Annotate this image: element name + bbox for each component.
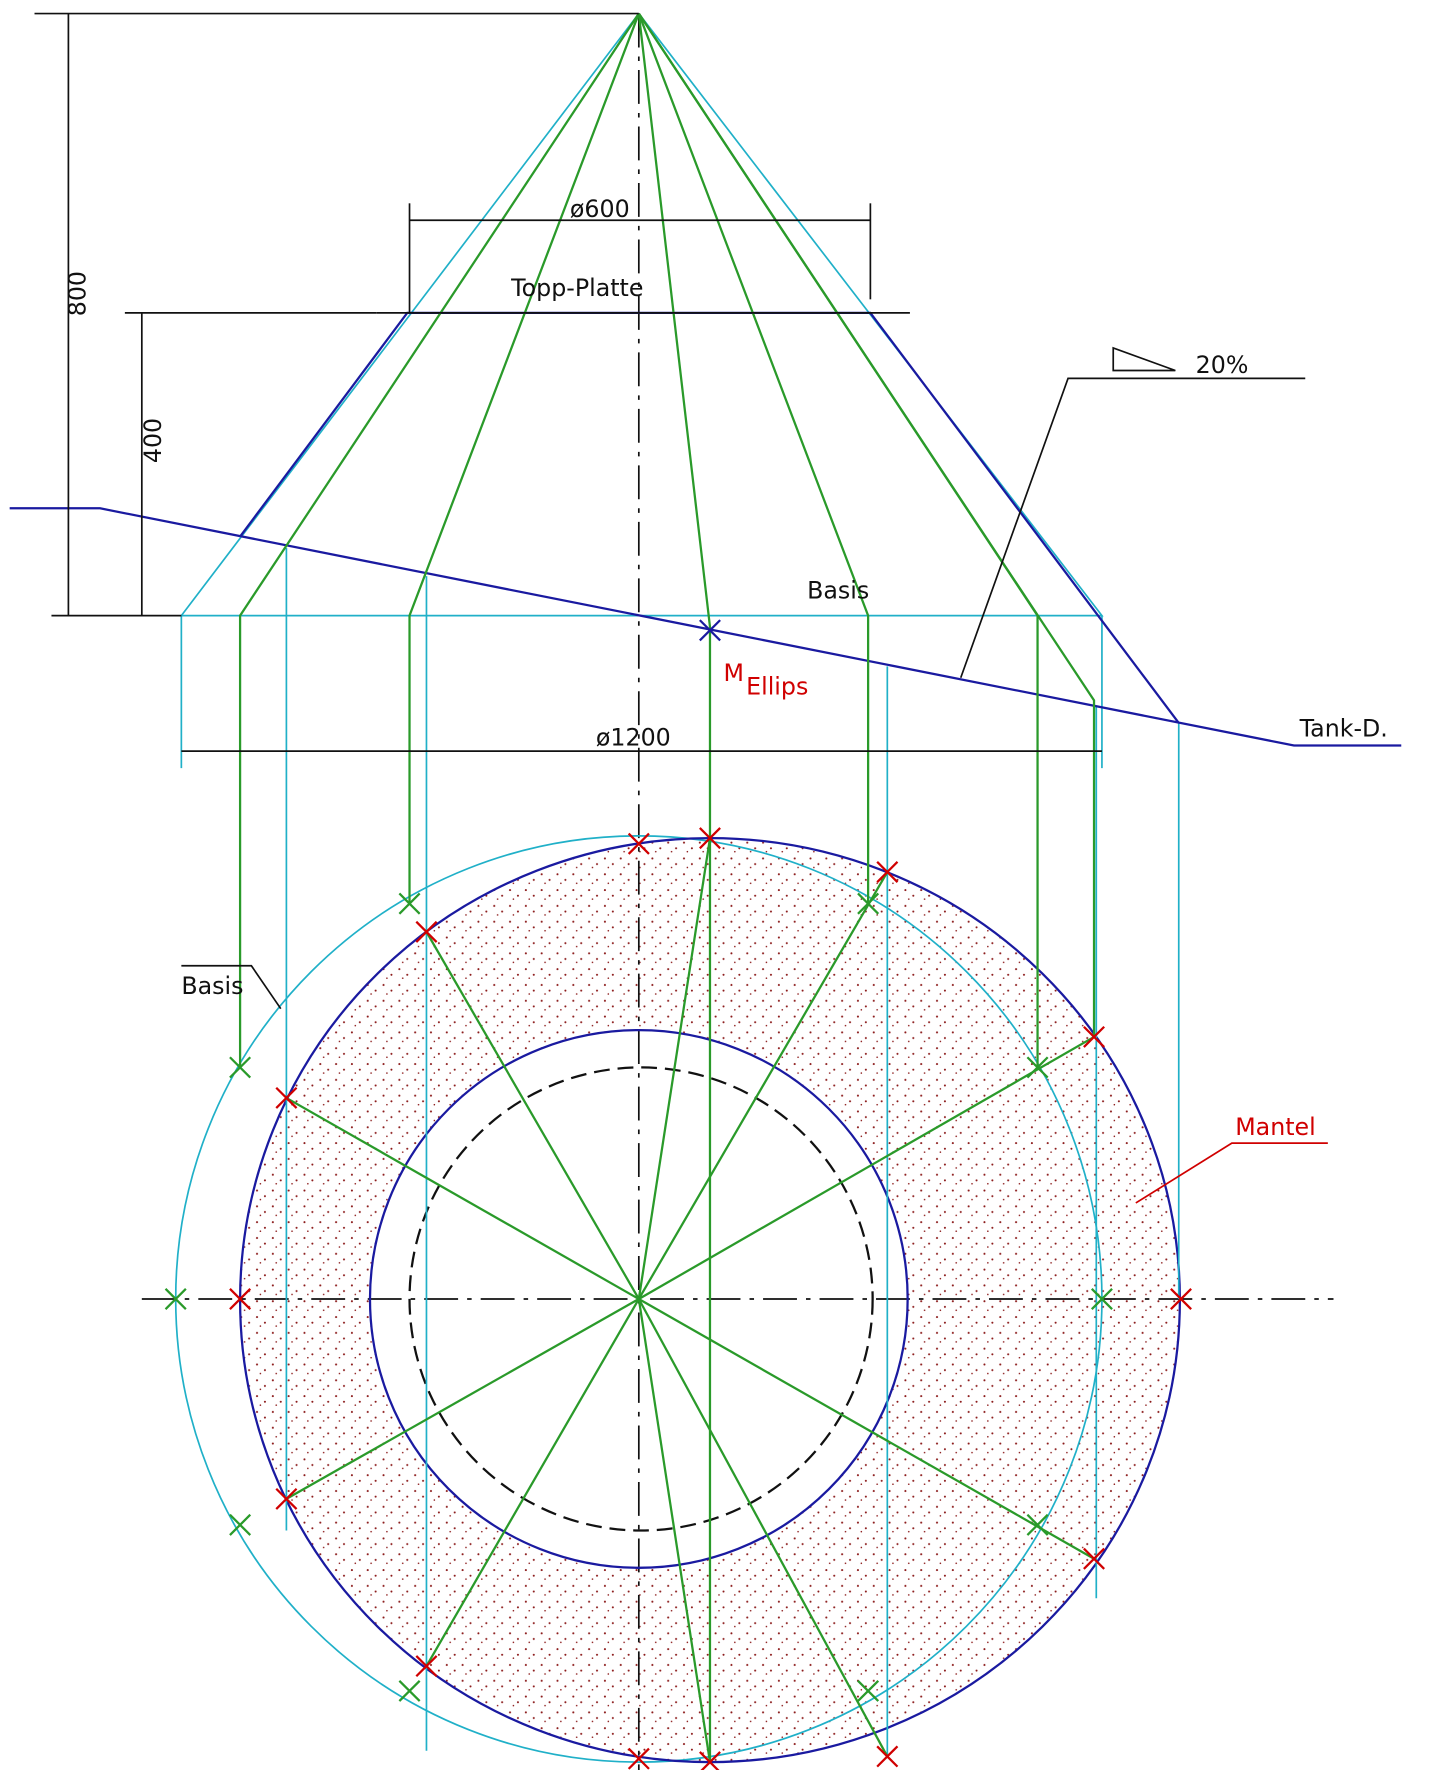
label-tank: Tank-D. <box>1299 714 1388 742</box>
dim-800: 800 <box>63 271 91 316</box>
green-cross <box>229 1056 252 1079</box>
green-cross <box>1090 1288 1113 1310</box>
label-ellips: Ellips <box>746 673 808 701</box>
red-cross <box>1083 1547 1105 1570</box>
green-cross <box>398 1679 421 1702</box>
label-top-plate: Topp-Platte <box>510 274 643 302</box>
red-cross <box>876 1745 899 1768</box>
center-cross <box>699 619 721 642</box>
label-basis-plan: Basis <box>181 972 243 1000</box>
radial-line <box>637 837 712 1300</box>
dim-top: ø600 <box>570 195 630 223</box>
red-cross <box>876 861 899 883</box>
dim-base: ø1200 <box>596 724 671 752</box>
green-cross <box>857 892 880 915</box>
radial-line <box>637 871 889 1300</box>
red-cross <box>275 1086 298 1109</box>
radial-line <box>285 1096 640 1300</box>
red-cross <box>1170 1288 1192 1310</box>
label-mantel: Mantel <box>1235 1113 1316 1141</box>
radial-line <box>285 1297 640 1500</box>
red-cross <box>699 1751 721 1770</box>
dim-400: 400 <box>139 418 167 463</box>
red-cross <box>699 827 721 850</box>
red-cross <box>275 1487 298 1510</box>
radial-line <box>637 1298 889 1757</box>
green-cross <box>398 892 421 915</box>
radial-line <box>637 1298 712 1763</box>
mantle-fill <box>240 838 1180 1763</box>
hidden-circle <box>408 1066 874 1532</box>
label-m: M <box>724 659 744 687</box>
red-cross <box>415 1655 438 1678</box>
label-basis: Basis <box>807 577 869 605</box>
red-cross <box>627 1747 650 1770</box>
red-cross <box>229 1288 252 1310</box>
radial-line <box>425 931 640 1300</box>
red-cross <box>1083 1025 1105 1048</box>
red-cross <box>415 920 438 943</box>
red-cross <box>627 832 650 855</box>
geometry <box>9 12 1402 1770</box>
green-cross <box>1026 1056 1049 1079</box>
top-circle <box>368 1029 909 1569</box>
radial-line <box>425 1298 640 1667</box>
slope: 20% <box>1196 351 1249 379</box>
green-cross <box>857 1679 880 1702</box>
dimension-lines <box>34 12 1328 1204</box>
green-cross <box>229 1513 252 1536</box>
green-cross <box>164 1288 187 1310</box>
green-cross <box>1026 1513 1049 1536</box>
green-lines <box>238 12 1096 1763</box>
radial-line <box>638 1035 1095 1300</box>
radial-line <box>638 1297 1095 1560</box>
